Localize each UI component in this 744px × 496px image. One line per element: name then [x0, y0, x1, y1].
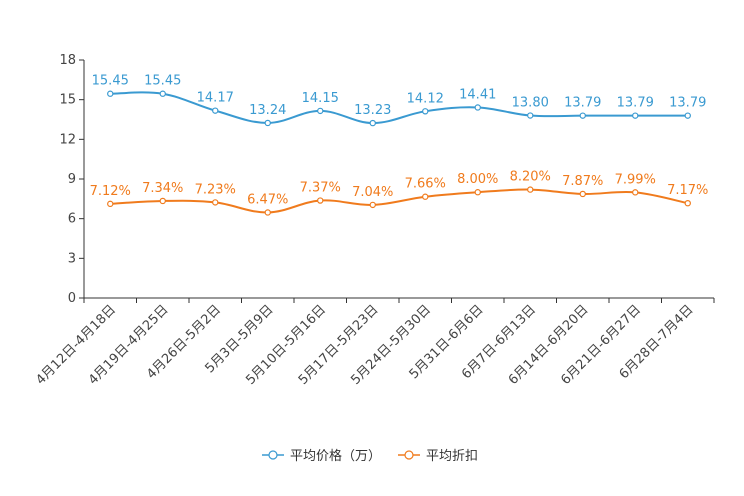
legend-label: 平均价格（万） [290, 448, 381, 464]
legend[interactable]: 平均价格（万） 平均折扣 [262, 448, 478, 464]
data-label: 7.87% [562, 174, 603, 189]
series-average-discount: 7.12% 7.34% 7.23% 6.47% 7.37% 7.04% 7.66% 8.00%… [90, 170, 708, 216]
data-point[interactable] [369, 119, 376, 127]
series-average-price: 15.45 15.45 14.17 13.24 14.15 13.23 14.12 14.41… [92, 74, 706, 127]
data-label: 7.04% [352, 185, 393, 200]
data-label: 7.17% [667, 183, 708, 198]
data-label: 13.79 [564, 96, 601, 111]
data-point[interactable] [159, 197, 166, 205]
y-tick-label: 6 [68, 212, 76, 227]
data-point[interactable] [684, 112, 691, 119]
data-label: 7.34% [142, 181, 183, 196]
data-point[interactable] [159, 90, 166, 97]
legend-item-average-discount[interactable]: 平均折扣 [398, 449, 478, 464]
data-label: 7.66% [405, 177, 446, 192]
data-point[interactable] [579, 112, 586, 119]
y-tick-label: 9 [68, 172, 76, 187]
data-point[interactable] [684, 199, 691, 207]
data-label: 13.79 [669, 96, 706, 111]
series-group: 15.45 15.45 14.17 13.24 14.15 13.23 14.12 14.41… [90, 74, 708, 216]
data-point[interactable] [264, 209, 271, 216]
data-label: 8.00% [457, 172, 498, 187]
data-point[interactable] [317, 197, 324, 204]
data-point[interactable] [369, 201, 376, 209]
y-tick-label: 0 [68, 291, 76, 306]
data-label: 6.47% [247, 192, 288, 207]
data-point[interactable] [422, 108, 429, 115]
data-label: 15.45 [92, 74, 129, 89]
data-label: 14.17 [197, 91, 234, 106]
data-label: 13.79 [617, 96, 654, 111]
data-label: 8.20% [510, 170, 551, 185]
y-tick-label: 3 [68, 251, 76, 266]
series-line [110, 188, 688, 214]
y-tick-label: 18 [59, 53, 76, 68]
legend-label: 平均折扣 [426, 449, 478, 464]
data-point[interactable] [212, 107, 219, 114]
data-label: 7.12% [90, 184, 131, 199]
y-tick-label: 15 [59, 93, 76, 108]
x-axis-ticks: 4月12日-4月18日4月19日-4月25日4月26日-5月2日5月3日-5月9… [33, 298, 715, 388]
data-point[interactable] [474, 189, 481, 196]
data-point[interactable] [474, 104, 481, 111]
legend-marker [268, 450, 278, 460]
data-point[interactable] [212, 199, 219, 206]
data-label: 13.24 [249, 103, 286, 118]
data-point[interactable] [317, 107, 324, 115]
data-point[interactable] [422, 193, 429, 200]
data-label: 15.45 [144, 74, 181, 89]
data-label: 14.41 [459, 87, 496, 102]
data-label: 13.80 [512, 96, 549, 111]
data-point[interactable] [527, 112, 534, 119]
legend-marker [404, 450, 414, 460]
series-line [110, 91, 688, 125]
data-label: 7.23% [195, 182, 236, 197]
data-label: 13.23 [354, 103, 391, 118]
data-label: 14.15 [302, 91, 339, 106]
y-axis-ticks: 0 3 6 9 12 15 18 [59, 53, 84, 306]
data-label: 14.12 [407, 91, 444, 106]
data-point[interactable] [107, 90, 114, 97]
data-point[interactable] [107, 200, 114, 208]
data-point[interactable] [579, 190, 586, 198]
y-tick-label: 12 [59, 132, 76, 147]
data-point[interactable] [264, 119, 271, 127]
data-point[interactable] [632, 189, 639, 196]
data-point[interactable] [632, 112, 639, 119]
data-label: 7.99% [615, 172, 656, 187]
data-point[interactable] [527, 186, 534, 193]
data-label: 7.37% [300, 181, 341, 196]
legend-item-average-price[interactable]: 平均价格（万） [262, 448, 381, 464]
